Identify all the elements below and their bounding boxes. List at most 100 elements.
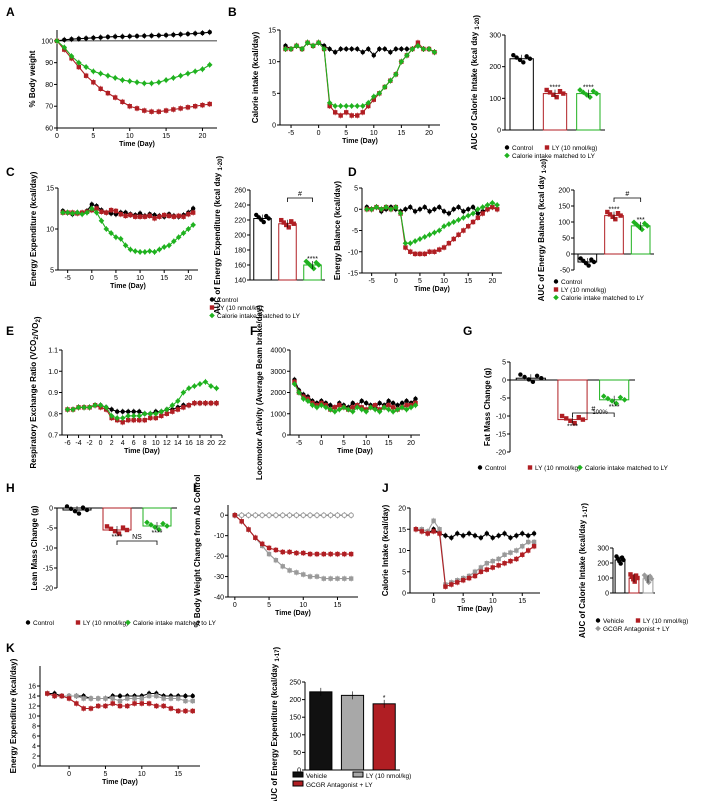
data-point [300,512,306,518]
data-point [98,218,105,224]
data-point [332,405,338,410]
data-point [113,208,119,214]
data-point [60,209,66,216]
data-point [639,226,645,233]
y-tick-label: 0 [566,252,570,259]
data-point [164,411,170,416]
data-point [134,33,140,39]
panel-letter-k: K [6,641,15,655]
significance-bracket [116,540,158,545]
data-point [431,518,436,523]
panel-b: 0 5 10 15 -5 0 5 10 15 20 Time (Day) Calorie intake… [251,28,440,145]
data-point [382,46,388,52]
data-point [490,558,495,564]
data-point [446,221,452,227]
data-point [132,701,137,706]
y-tick-label: 300 [489,33,501,40]
y-tick-label: 0 [297,768,301,775]
data-point [478,565,484,570]
data-point [407,240,414,247]
data-point [366,103,371,109]
y-tick-label: 1.1 [48,348,58,355]
data-point [399,404,405,411]
data-point [593,90,600,97]
x-tick-label: 0 [233,602,237,609]
data-point [332,408,338,415]
data-point [390,400,396,406]
legend-entry: LY (10 nmol/kg) [535,465,580,472]
data-point [108,207,114,213]
data-point [335,551,340,557]
y-tick-label: 14 [28,694,36,701]
data-point [432,207,437,212]
data-point [332,49,338,55]
data-point [159,413,164,419]
series-line [56,40,210,113]
data-point [344,110,349,115]
legend-entry: Calorie intake matched to LY [561,295,645,302]
data-point [323,404,329,411]
panel-c-auc: 140 160 180 200 220 240 260 AUC of Energy Expen… [209,156,325,320]
data-point [340,404,347,411]
data-point [280,549,285,555]
legend-entry: Control [217,297,239,304]
data-point [397,210,404,217]
data-point [472,569,478,574]
data-point [386,403,391,408]
data-point [390,408,396,415]
data-point [547,90,553,95]
data-point [105,72,111,79]
data-point [365,100,372,106]
data-point [293,512,300,518]
panel-k-auc: 0 50 100 150 200 250 AUC of Energy Expenditure… [270,647,411,801]
data-point [168,696,174,701]
data-point [190,708,195,714]
data-point [531,539,537,545]
data-point [103,703,108,709]
data-point [460,214,467,221]
data-point [81,696,86,701]
x-tick-label: 15 [518,598,526,605]
data-point [315,262,322,268]
data-point [253,535,258,540]
data-point [98,35,103,40]
data-point [199,66,206,72]
data-point [460,578,466,583]
data-point [294,570,299,575]
data-point [344,46,349,52]
data-point [305,398,311,404]
data-point [105,34,111,40]
y-tick-label: 4 [32,744,36,751]
data-point [170,409,175,414]
y-tick-label: -10 [496,414,506,421]
data-point [466,531,472,536]
y-tick-label: 5 [50,268,54,275]
x-tick-label: 22 [218,440,226,447]
data-point [514,548,519,553]
data-point [327,406,334,413]
data-point [341,512,348,518]
y-tick-label: 180 [234,248,246,255]
data-point [62,37,67,42]
y-tick-label: -20 [214,554,224,561]
data-point [294,550,299,556]
data-point [403,406,410,413]
data-point [125,413,132,419]
x-tick-label: 15 [385,440,393,447]
data-point [114,409,120,414]
data-point [120,525,126,530]
y-tick-label: 15 [268,28,276,35]
significance-label: *** [637,217,645,224]
panel-letter-j: J [382,481,389,495]
series-line [293,381,416,411]
data-point [131,409,136,414]
x-tick-label: -5 [288,130,294,137]
data-point [54,38,60,44]
legend-entry: Control [33,620,55,627]
series-line [234,514,352,555]
legend-swatch [292,780,304,787]
data-point [142,108,147,113]
significance-label: **** [609,404,620,411]
data-point [75,404,82,411]
data-point [427,209,432,214]
